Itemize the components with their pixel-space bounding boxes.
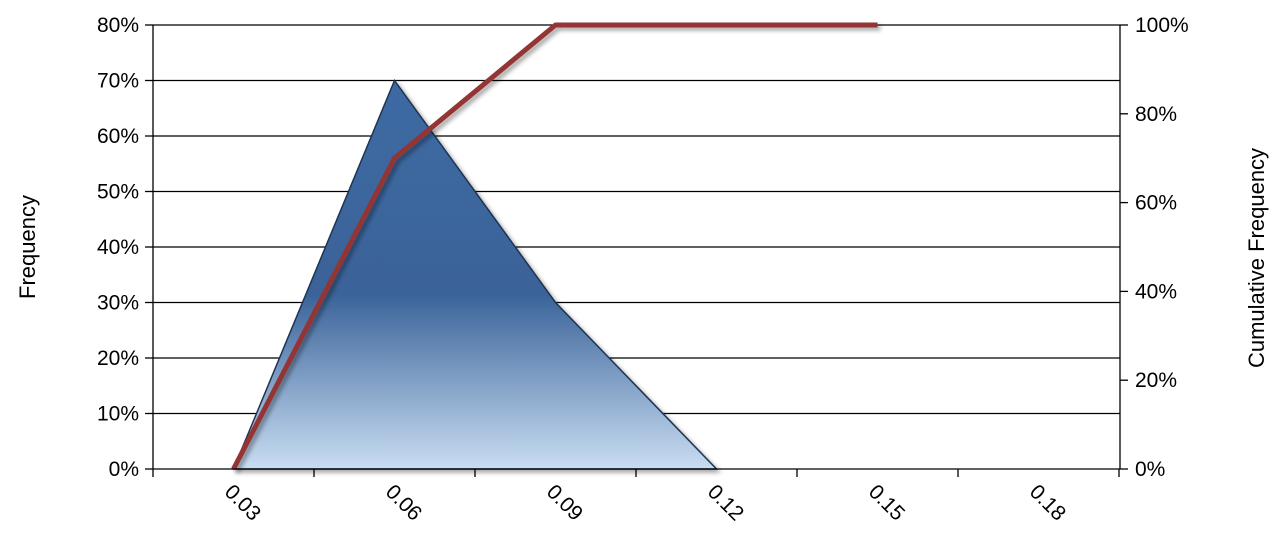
y2-tick-label: 0% [1135,458,1165,481]
x-tick-label: 0.06 [381,480,426,525]
y-axis-title: Frequency [15,195,40,299]
y-tick-label: 10% [97,403,139,426]
line-cumulative-frequency [231,22,878,471]
y2-tick-label: 20% [1135,369,1177,392]
x-tick-label: 0.12 [703,480,748,525]
y2-tick-label: 100% [1135,14,1189,37]
x-tick-label: 0.03 [220,480,265,525]
x-axis-ticks: 0.03 0.06 0.09 0.12 0.15 0.18 [152,469,1120,525]
x-tick-label: 0.18 [1025,480,1070,525]
y2-tick-label: 60% [1135,192,1177,215]
y-tick-label: 40% [97,236,139,259]
y-tick-label: 80% [97,14,139,37]
y-tick-label: 20% [97,347,139,370]
y2-tick-label: 80% [1135,103,1177,126]
y-axis-ticks: 0% 10% 20% 30% 40% 50% 60% 70% 80% [97,14,153,481]
frequency-area-series [232,78,719,470]
y2-tick-label: 40% [1135,280,1177,303]
y2-axis-title: Cumulative Frequency [1244,148,1269,368]
cumulative-line-series [231,22,878,471]
x-tick-label: 0.09 [542,480,587,525]
x-tick-label: 0.15 [864,480,909,525]
y2-axis-ticks: 0% 20% 40% 60% 80% 100% [1120,14,1189,481]
y-tick-label: 70% [97,70,139,93]
y-tick-label: 0% [109,458,139,481]
y-tick-label: 60% [97,125,139,148]
y-tick-label: 50% [97,181,139,204]
y-tick-label: 30% [97,292,139,315]
area-frequency [232,78,719,470]
